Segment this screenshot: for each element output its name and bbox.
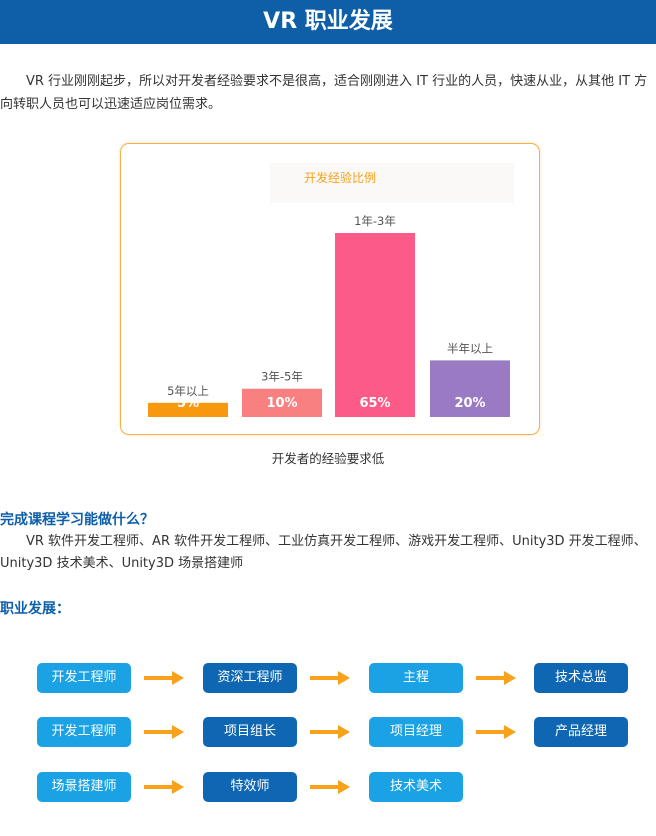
right-arrow-icon: [310, 780, 350, 794]
page-banner-title: VR 职业发展: [0, 0, 656, 44]
career-node: 主程: [369, 663, 463, 693]
section-career-title: 职业发展：: [0, 601, 70, 617]
right-arrow-icon: [144, 780, 184, 794]
career-node: 场景搭建师: [37, 772, 131, 802]
career-path-row-3: 场景搭建师 特效师 技术美术: [0, 772, 656, 802]
bar-value-label-3: 65%: [359, 396, 390, 411]
career-node: 资深工程师: [203, 663, 297, 693]
career-node: 技术美术: [369, 772, 463, 802]
right-arrow-icon: [310, 671, 350, 685]
career-node: 项目组长: [203, 717, 297, 747]
right-arrow-icon: [310, 725, 350, 739]
bar-category-label-3: 1年-3年: [354, 214, 396, 228]
bar-category-label-1: 5年以上: [167, 384, 209, 398]
bar-4: [430, 360, 510, 417]
bar-1: [148, 402, 228, 417]
career-node: 特效师: [203, 772, 297, 802]
bar-2: [242, 388, 322, 417]
section-what-can-do-title: 完成课程学习能做什么？: [0, 512, 154, 528]
intro-paragraph: VR 行业刚刚起步，所以对开发者经验要求不是很高，适合刚刚进入 IT 行业的人员…: [0, 74, 648, 112]
job-roles-paragraph: VR 软件开发工程师、AR 软件开发工程师、工业仿真开发工程师、游戏开发工程师、…: [0, 534, 647, 571]
career-node: 产品经理: [534, 717, 628, 747]
right-arrow-icon: [476, 725, 516, 739]
chart-caption: 开发者的经验要求低: [271, 451, 385, 466]
right-arrow-icon: [476, 671, 516, 685]
bar-value-label-2: 10%: [266, 396, 297, 411]
chart-title-background: [270, 163, 514, 203]
bar-category-label-2: 3年-5年: [261, 370, 303, 384]
bar-value-label-4: 20%: [454, 396, 485, 411]
chart-title: 开发经验比例: [303, 171, 376, 185]
career-path-row-1: 开发工程师 资深工程师 主程 技术总监: [0, 663, 656, 693]
career-node: 项目经理: [369, 717, 463, 747]
right-arrow-icon: [144, 725, 184, 739]
career-node: 开发工程师: [37, 663, 131, 693]
career-node: 技术总监: [534, 663, 628, 693]
right-arrow-icon: [144, 671, 184, 685]
career-path-row-2: 开发工程师 项目组长 项目经理 产品经理: [0, 717, 656, 747]
bar-category-label-4: 半年以上: [447, 341, 493, 355]
bar-value-label-1: 5%: [177, 396, 199, 411]
bar-3: [335, 233, 415, 417]
career-node: 开发工程师: [37, 717, 131, 747]
